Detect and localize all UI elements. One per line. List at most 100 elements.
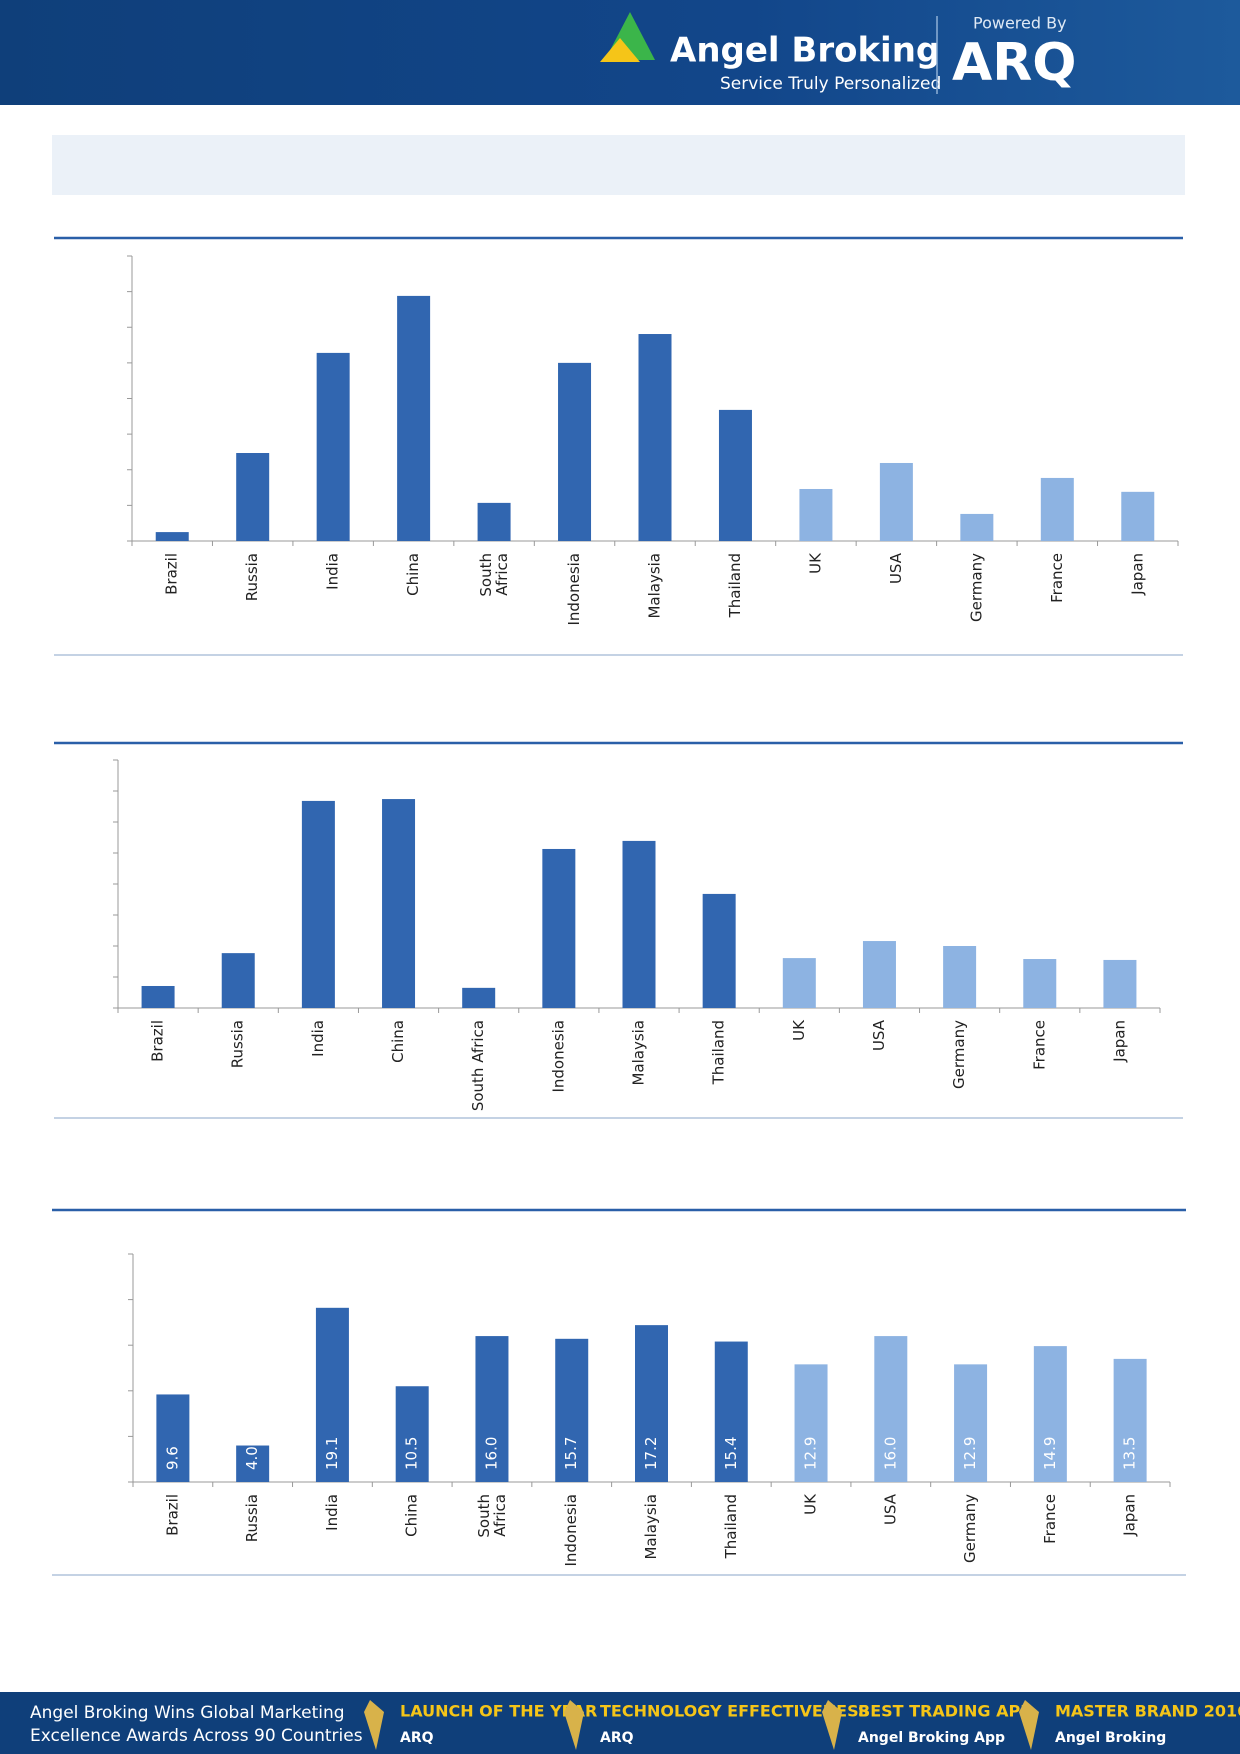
x-tick-label-line: Africa [493, 553, 511, 596]
bar [960, 513, 994, 541]
x-tick-label: India [323, 1494, 341, 1531]
x-tick-label: Thailand [726, 553, 744, 618]
bar [141, 985, 175, 1008]
bar [155, 532, 189, 541]
bar [301, 800, 335, 1008]
value-label: 15.7 [562, 1437, 580, 1470]
value-label: 4.0 [243, 1446, 261, 1470]
x-tick-label: Brazil [149, 1020, 167, 1062]
award-title: MASTER BRAND 2016 [1055, 1702, 1240, 1721]
bar [477, 502, 511, 541]
logo-icon [600, 38, 640, 62]
x-tick-label: Germany [961, 1494, 979, 1563]
award-icon [822, 1700, 842, 1750]
value-label: 14.9 [1041, 1437, 1059, 1470]
bar [782, 958, 816, 1008]
x-tick-label: Russia [243, 1494, 261, 1542]
x-tick-label: France [1048, 553, 1066, 603]
x-tick-label: Malaysia [646, 553, 664, 619]
bar [638, 334, 672, 541]
award-sub: Angel Broking [1055, 1730, 1166, 1746]
award-sub: Angel Broking App [858, 1730, 1005, 1746]
bar [555, 1338, 589, 1482]
x-tick-label: Malaysia [642, 1494, 660, 1560]
bar [874, 1336, 908, 1482]
x-tick-label: Thailand [710, 1020, 728, 1085]
x-tick-label: UK [790, 1019, 808, 1041]
brand: Angel Broking [670, 31, 940, 71]
tagline: Service Truly Personalized [720, 74, 941, 94]
bar [236, 453, 270, 541]
bar [702, 893, 736, 1008]
value-label: 16.0 [881, 1437, 899, 1470]
bar [462, 987, 496, 1008]
award-sub: ARQ [400, 1730, 434, 1746]
x-tick-label: India [309, 1020, 327, 1057]
x-tick-label-line: South [477, 553, 495, 597]
x-tick-label: France [1041, 1494, 1059, 1544]
x-tick-label: Russia [229, 1020, 247, 1068]
award-icon [1019, 1700, 1039, 1750]
bar [714, 1341, 748, 1482]
x-tick-label: USA [887, 552, 905, 584]
bar [221, 953, 255, 1008]
bar [316, 352, 350, 541]
bar [1121, 491, 1155, 541]
x-tick-label: USA [881, 1493, 899, 1525]
x-tick-label: Brazil [163, 553, 181, 595]
award-icon [364, 1700, 384, 1750]
award-title: TECHNOLOGY EFFECTIVENESS [600, 1702, 869, 1721]
x-tick-label: China [389, 1020, 407, 1063]
value-label: 17.2 [642, 1437, 660, 1470]
x-tick-label: Indonesia [562, 1494, 580, 1567]
bar [558, 362, 592, 541]
bar [156, 1394, 190, 1482]
footer-text: Angel Broking Wins Global Marketing [30, 1703, 345, 1723]
bar [1040, 477, 1074, 541]
value-label: 12.9 [961, 1437, 979, 1470]
x-tick-label: SouthAfrica [477, 553, 511, 597]
x-tick-label: Russia [243, 553, 261, 601]
bar [397, 295, 431, 541]
bar [622, 840, 656, 1008]
x-tick-label: Japan [1110, 1020, 1128, 1063]
footer-text: Excellence Awards Across 90 Countries [30, 1726, 363, 1746]
x-tick-label: Malaysia [630, 1020, 648, 1086]
bar [542, 848, 576, 1008]
bar [954, 1364, 988, 1482]
x-tick-label: UK [802, 1493, 820, 1515]
bar [1103, 959, 1137, 1008]
x-tick-label: China [403, 1494, 421, 1537]
x-tick-label: Indonesia [549, 1020, 567, 1093]
award-sub: ARQ [600, 1730, 634, 1746]
x-tick-label: China [404, 553, 422, 596]
value-label: 9.6 [163, 1446, 181, 1470]
bar [1023, 959, 1057, 1008]
x-tick-label: Germany [950, 1020, 968, 1089]
award-title: LAUNCH OF THE YEAR [400, 1702, 597, 1721]
x-tick-label: Germany [967, 553, 985, 622]
bar [1113, 1358, 1147, 1482]
bar [635, 1325, 668, 1482]
bar [794, 1364, 828, 1482]
x-tick-label: Brazil [163, 1494, 181, 1536]
x-tick-label: UK [806, 552, 824, 574]
award-icon [564, 1700, 584, 1750]
bar [315, 1307, 349, 1482]
bar [236, 1445, 270, 1482]
x-tick-label: Indonesia [565, 553, 583, 626]
value-label: 15.4 [722, 1437, 740, 1470]
value-label: 19.1 [323, 1437, 341, 1470]
bar [862, 941, 896, 1008]
bar [799, 488, 833, 541]
x-tick-label: Japan [1128, 553, 1146, 596]
value-label: 13.5 [1121, 1437, 1139, 1470]
bar [475, 1336, 509, 1482]
x-tick-label: France [1030, 1020, 1048, 1070]
x-tick-label: Japan [1121, 1494, 1139, 1537]
x-tick-label-line: Africa [490, 1494, 508, 1537]
x-tick-label: USA [870, 1019, 888, 1051]
bar [879, 462, 913, 541]
